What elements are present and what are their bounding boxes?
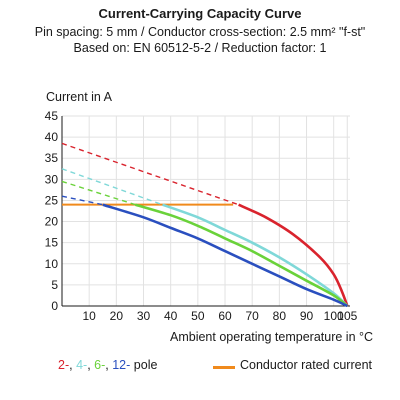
y-tick-label-7: 35 <box>45 151 59 165</box>
series-6-pole-curve <box>135 203 349 308</box>
series-2-pole-extrapolation <box>61 142 239 206</box>
x-tick-label-4: 50 <box>191 309 205 323</box>
series-12-pole-curve <box>102 203 348 308</box>
x-tick-label-10: 105 <box>337 309 357 323</box>
x-tick-label-9: 100 <box>324 309 344 323</box>
x-axis-label: Ambient operating temperature in °C <box>170 330 374 344</box>
y-tick-label-9: 45 <box>45 109 59 123</box>
rated-current-legend: Conductor rated current <box>240 358 373 372</box>
x-tick-label-1: 20 <box>110 309 124 323</box>
y-tick-label-0: 0 <box>51 299 58 313</box>
series-12-pole-extrapolation <box>61 195 103 206</box>
pole-legend-part-6: 12- <box>112 358 131 372</box>
x-tick-label-0: 10 <box>82 309 96 323</box>
y-tick-label-8: 40 <box>45 130 59 144</box>
chart-subtitle-2: Based on: EN 60512-5-2 / Reduction facto… <box>73 41 327 55</box>
series-6-pole-extrapolation <box>61 180 136 206</box>
y-tick-label-4: 20 <box>45 215 59 229</box>
chart-title: Current-Carrying Capacity Curve <box>98 6 302 21</box>
chart-subtitle-1: Pin spacing: 5 mm / Conductor cross-sect… <box>34 25 366 39</box>
series-2-pole-curve <box>238 203 349 307</box>
y-tick-label-1: 5 <box>51 278 58 292</box>
y-tick-label-6: 30 <box>45 172 59 186</box>
pole-legend-part-3: , <box>87 358 95 372</box>
pole-legend: 2-, 4-, 6-, 12- pole <box>58 358 157 372</box>
pole-legend-part-5: , <box>105 358 113 372</box>
pole-legend-part-2: 4- <box>76 358 88 372</box>
x-tick-label-7: 80 <box>273 309 287 323</box>
x-tick-label-5: 60 <box>218 309 232 323</box>
y-tick-label-5: 25 <box>45 193 59 207</box>
x-tick-label-8: 90 <box>300 309 314 323</box>
x-tick-label-3: 40 <box>164 309 178 323</box>
pole-legend-part-7: pole <box>130 358 158 372</box>
y-tick-label-2: 10 <box>45 257 59 271</box>
series-4-pole-extrapolation <box>61 168 163 206</box>
y-tick-label-3: 15 <box>45 236 59 250</box>
pole-legend-part-1: , <box>69 358 77 372</box>
x-tick-label-2: 30 <box>137 309 151 323</box>
rated-current-swatch <box>213 366 235 369</box>
pole-legend-part-4: 6- <box>94 358 106 372</box>
x-tick-label-6: 70 <box>246 309 260 323</box>
y-axis-label: Current in A <box>46 90 113 104</box>
series-4-pole-curve <box>162 203 349 307</box>
pole-legend-part-0: 2- <box>58 358 70 372</box>
